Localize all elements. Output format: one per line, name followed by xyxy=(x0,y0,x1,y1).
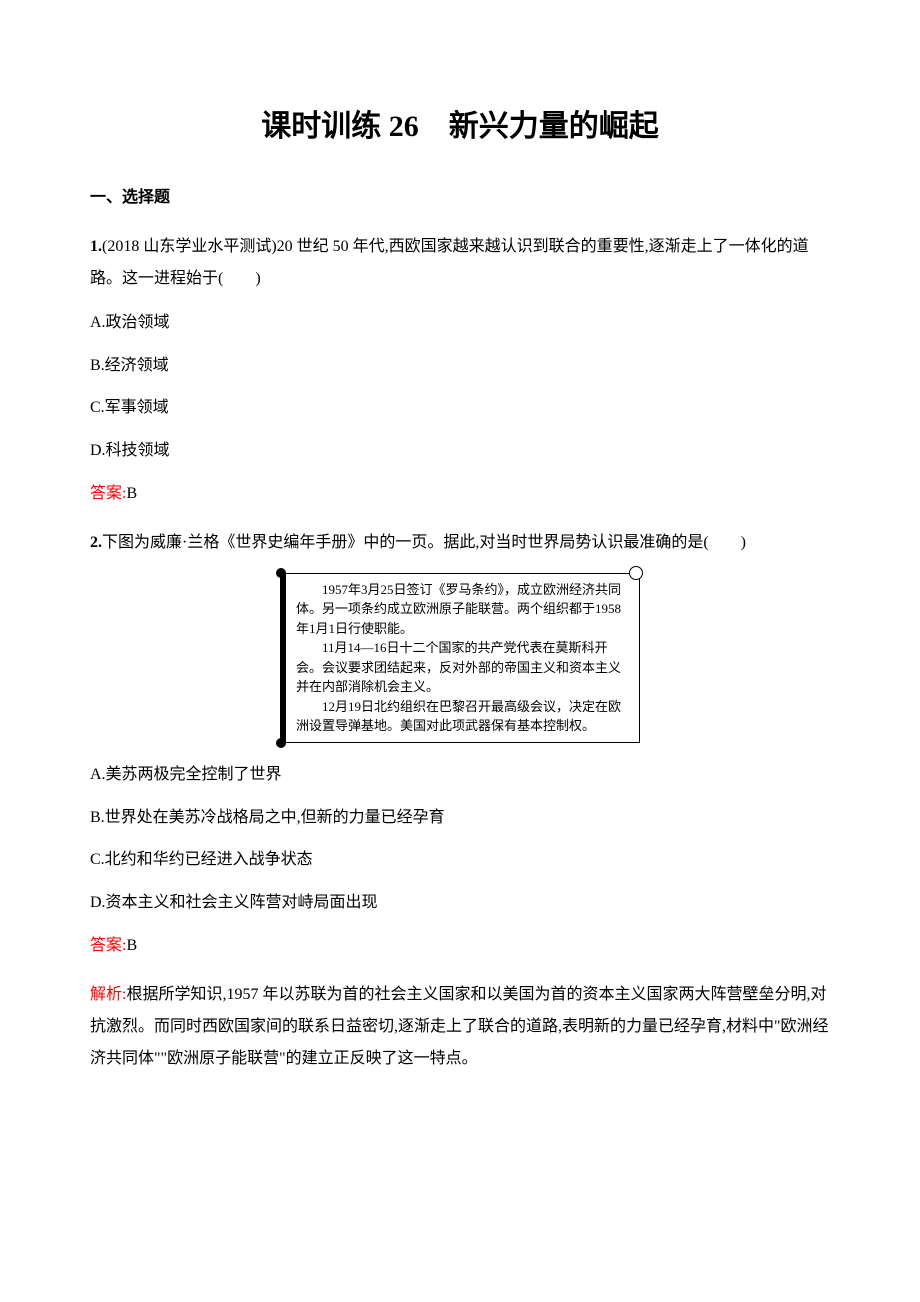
answer-value: B xyxy=(126,485,137,502)
question-text: 2.下图为威廉·兰格《世界史编年手册》中的一页。据此,对当时世界局势认识最准确的… xyxy=(90,527,830,559)
question-number: 2. xyxy=(90,534,102,551)
answer-value: B xyxy=(126,937,137,954)
question-text: 1.(2018 山东学业水平测试)20 世纪 50 年代,西欧国家越来越认识到联… xyxy=(90,231,830,295)
excerpt-paragraph: 11月14—16日十二个国家的共产党代表在莫斯科开会。会议要求团结起来，反对外部… xyxy=(296,638,629,697)
answer-line: 答案:B xyxy=(90,932,830,961)
scroll-knob-icon xyxy=(276,738,286,748)
section-header: 一、选择题 xyxy=(90,184,830,213)
option-a: A.美苏两极完全控制了世界 xyxy=(90,761,830,790)
answer-label: 答案: xyxy=(90,937,126,954)
question-number: 1. xyxy=(90,238,102,255)
scroll-ring-icon xyxy=(629,566,643,580)
answer-label: 答案: xyxy=(90,485,126,502)
option-c: C.北约和华约已经进入战争状态 xyxy=(90,846,830,875)
option-c: C.军事领域 xyxy=(90,394,830,423)
scroll-knob-icon xyxy=(276,568,286,578)
excerpt-box: 1957年3月25日签订《罗马条约》，成立欧洲经济共同体。另一项条约成立欧洲原子… xyxy=(280,573,640,743)
excerpt-paragraph: 12月19日北约组织在巴黎召开最高级会议，决定在欧洲设置导弹基地。美国对此项武器… xyxy=(296,697,629,736)
question-body: (2018 山东学业水平测试)20 世纪 50 年代,西欧国家越来越认识到联合的… xyxy=(90,238,809,287)
analysis-label: 解析: xyxy=(90,986,126,1003)
option-b: B.世界处在美苏冷战格局之中,但新的力量已经孕育 xyxy=(90,804,830,833)
question-body: 下图为威廉·兰格《世界史编年手册》中的一页。据此,对当时世界局势认识最准确的是(… xyxy=(102,534,746,551)
answer-line: 答案:B xyxy=(90,480,830,509)
question-1: 1.(2018 山东学业水平测试)20 世纪 50 年代,西欧国家越来越认识到联… xyxy=(90,231,830,509)
analysis-text: 根据所学知识,1957 年以苏联为首的社会主义国家和以美国为首的资本主义国家两大… xyxy=(90,986,829,1067)
analysis-line: 解析:根据所学知识,1957 年以苏联为首的社会主义国家和以美国为首的资本主义国… xyxy=(90,979,830,1075)
option-d: D.科技领域 xyxy=(90,437,830,466)
page-title: 课时训练 26 新兴力量的崛起 xyxy=(90,100,830,154)
option-a: A.政治领域 xyxy=(90,309,830,338)
option-d: D.资本主义和社会主义阵营对峙局面出现 xyxy=(90,889,830,918)
option-b: B.经济领域 xyxy=(90,352,830,381)
excerpt-paragraph: 1957年3月25日签订《罗马条约》，成立欧洲经济共同体。另一项条约成立欧洲原子… xyxy=(296,580,629,639)
question-2: 2.下图为威廉·兰格《世界史编年手册》中的一页。据此,对当时世界局势认识最准确的… xyxy=(90,527,830,1075)
